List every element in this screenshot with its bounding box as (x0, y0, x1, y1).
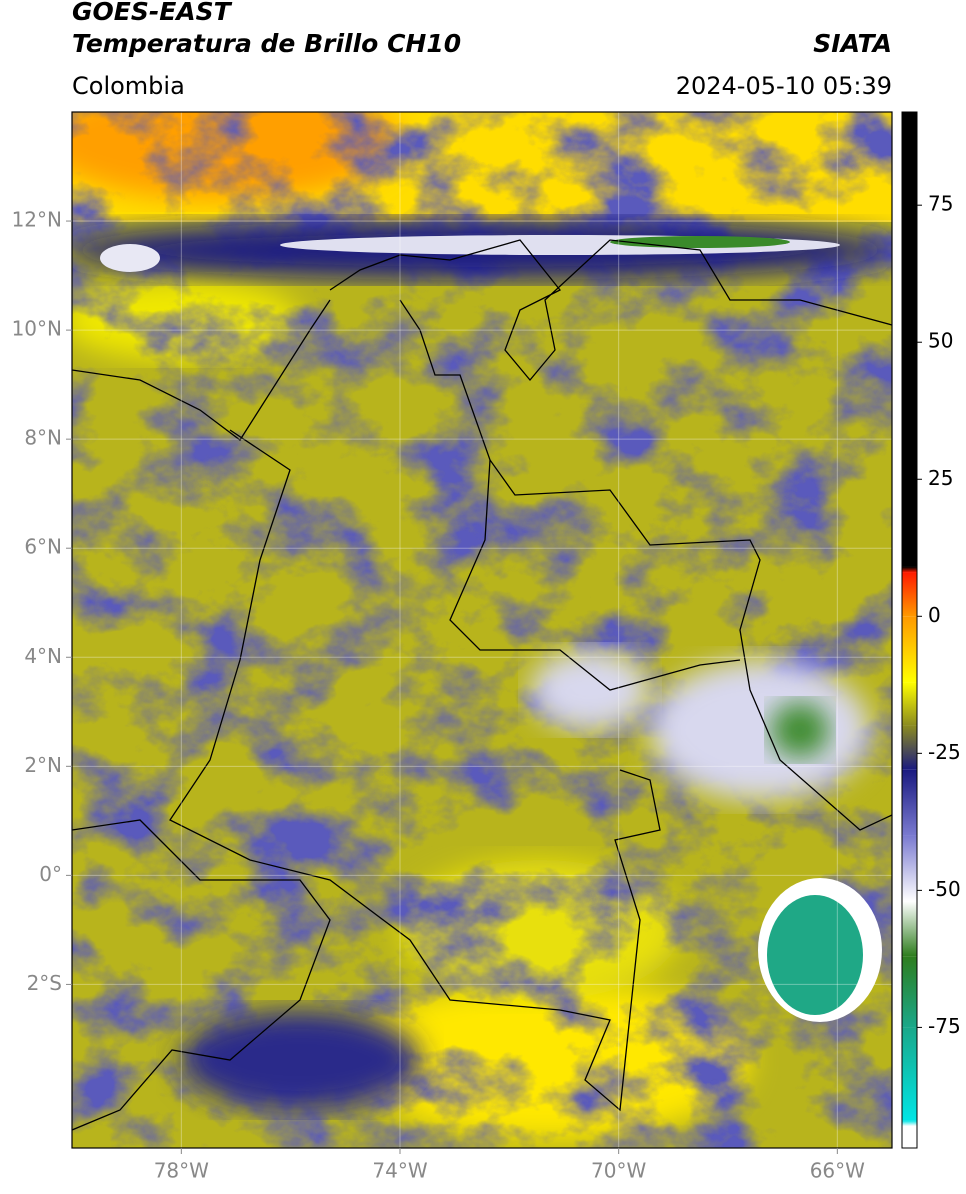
colorbar-tick-label: -75 (928, 1014, 961, 1038)
colorbar-segment (902, 725, 917, 770)
y-tick-label: 0° (39, 862, 62, 886)
colorbar-segment (902, 566, 917, 573)
colorbar-segment (902, 1120, 917, 1127)
y-tick-label: 8°N (24, 426, 62, 450)
colorbar-segment (902, 616, 917, 683)
colorbar-tick-label: -50 (928, 877, 961, 901)
y-tick-label: 4°N (24, 644, 62, 668)
colorbar-tick-label: 75 (928, 192, 953, 216)
colorbar (902, 112, 917, 1148)
colorbar-segment (902, 835, 917, 902)
y-tick-label: 2°S (27, 971, 62, 995)
y-tick-label: 6°N (24, 535, 62, 559)
colorbar-segment (902, 572, 917, 617)
datetime: 2024-05-10 05:39 (676, 72, 892, 100)
colorbar-segment (902, 682, 917, 726)
y-tick-label: 10°N (12, 317, 62, 341)
borders (72, 239, 892, 1131)
x-tick-label: 74°W (372, 1159, 427, 1183)
colorbar-segment (902, 956, 917, 1028)
x-tick-label: 70°W (591, 1159, 646, 1183)
x-tick-label: 78°W (154, 1159, 209, 1183)
source: SIATA (813, 29, 892, 58)
title: GOES-EAST (72, 0, 233, 26)
colorbar-segment (902, 112, 917, 567)
colorbar-frame (901, 111, 918, 1149)
map-frame (71, 111, 893, 1149)
colorbar-tick-label: 25 (928, 466, 953, 490)
colorbar-segment (902, 1126, 917, 1148)
colorbar-tick-label: 50 (928, 329, 953, 353)
subtitle: Temperatura de Brillo CH10 (72, 29, 461, 58)
satellite-image (72, 112, 892, 1148)
y-tick-label: 12°N (12, 208, 62, 232)
colorbar-segment (902, 901, 917, 957)
x-tick-label: 66°W (810, 1159, 865, 1183)
colorbar-tick-label: 0 (928, 603, 941, 627)
colorbar-tick-label: -25 (928, 740, 961, 764)
colorbar-segment (902, 769, 917, 836)
grid (72, 112, 892, 1148)
region: Colombia (72, 72, 185, 100)
y-tick-label: 2°N (24, 753, 62, 777)
colorbar-segment (902, 1027, 917, 1121)
